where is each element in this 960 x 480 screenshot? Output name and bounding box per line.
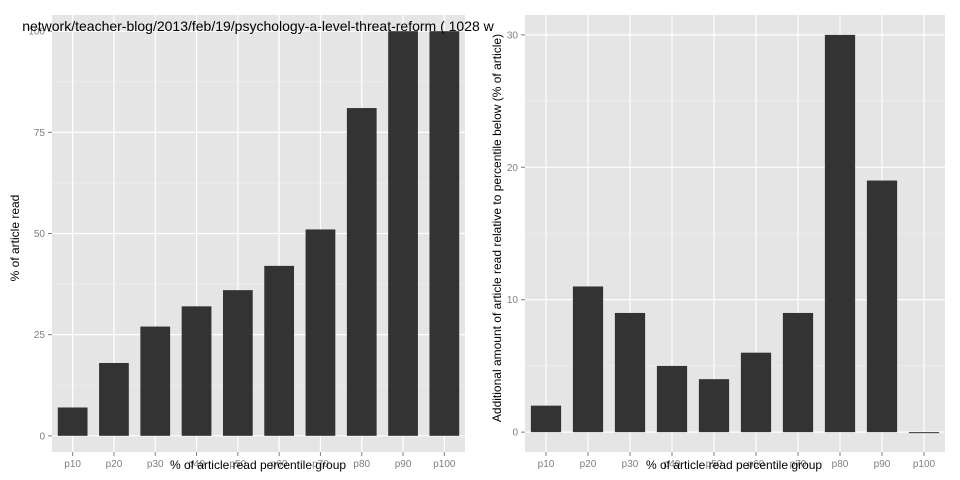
bar-p50 (698, 379, 730, 433)
left-y-axis-title: % of article read (8, 195, 22, 282)
right-x-axis-title: % of article read percentile group (646, 458, 822, 472)
x-tick-label: p20 (106, 459, 123, 470)
y-tick-label: 20 (507, 163, 519, 174)
bar-p90 (866, 180, 898, 433)
y-tick-label: 0 (39, 431, 45, 442)
y-tick-label: 25 (34, 330, 46, 341)
x-tick-label: p40 (188, 459, 205, 470)
y-tick-label: 75 (34, 128, 46, 139)
bar-p80 (346, 108, 377, 436)
bar-p100 (429, 31, 460, 436)
bar-p70 (782, 312, 814, 433)
y-tick-label: 10 (507, 295, 519, 306)
bar-p70 (305, 229, 336, 436)
left-x-ticks: p10 p20 p30 p40 p50 p60 p70 p80 p90 p100 (64, 452, 456, 470)
bar-p60 (740, 352, 772, 433)
y-tick-label: 100 (28, 27, 45, 38)
right-y-axis-title: Additional amount of article read relati… (490, 34, 504, 422)
bar-p80 (824, 34, 856, 433)
right-x-ticks: p10 p20 p30 p40 p50 p60 p70 p80 p90 p100 (538, 452, 936, 470)
x-tick-label: p80 (353, 459, 370, 470)
x-tick-label: p30 (622, 459, 639, 470)
bar-p60 (264, 265, 295, 436)
bar-p50 (222, 290, 253, 436)
x-tick-label: p30 (147, 459, 164, 470)
bar-p20 (99, 362, 129, 436)
bar-p40 (181, 306, 212, 436)
bar-p40 (656, 365, 688, 433)
x-tick-label: p50 (706, 459, 723, 470)
bar-p10 (530, 405, 562, 433)
x-tick-label: p60 (271, 459, 288, 470)
y-tick-label: 30 (507, 30, 519, 41)
x-tick-label: p10 (538, 459, 555, 470)
left-x-axis-title: % of article read percentile group (170, 458, 346, 472)
x-tick-label: p80 (832, 459, 849, 470)
x-tick-label: p40 (664, 459, 681, 470)
bar-p30 (140, 326, 171, 436)
left-chart-title: network/teacher-blog/2013/feb/19/psychol… (22, 18, 494, 34)
left-bars (57, 31, 460, 436)
x-tick-label: p70 (790, 459, 807, 470)
x-tick-label: p90 (395, 459, 412, 470)
y-tick-label: 0 (512, 428, 518, 439)
x-tick-label: p60 (748, 459, 765, 470)
bar-p100 (908, 432, 940, 434)
x-tick-label: p70 (312, 459, 329, 470)
x-tick-label: p100 (913, 459, 936, 470)
right-bars (530, 34, 940, 434)
bar-p90 (388, 31, 418, 436)
y-tick-label: 50 (34, 229, 46, 240)
bar-p30 (614, 312, 646, 433)
right-y-ticks: 0 10 20 30 (507, 30, 525, 439)
x-tick-label: p20 (580, 459, 597, 470)
x-tick-label: p90 (874, 459, 891, 470)
x-tick-label: p50 (230, 459, 247, 470)
x-tick-label: p10 (64, 459, 81, 470)
x-tick-label: p100 (433, 459, 456, 470)
bar-p10 (57, 407, 88, 436)
left-y-ticks: 0 25 50 75 100 (28, 27, 52, 442)
bar-p20 (572, 286, 604, 433)
